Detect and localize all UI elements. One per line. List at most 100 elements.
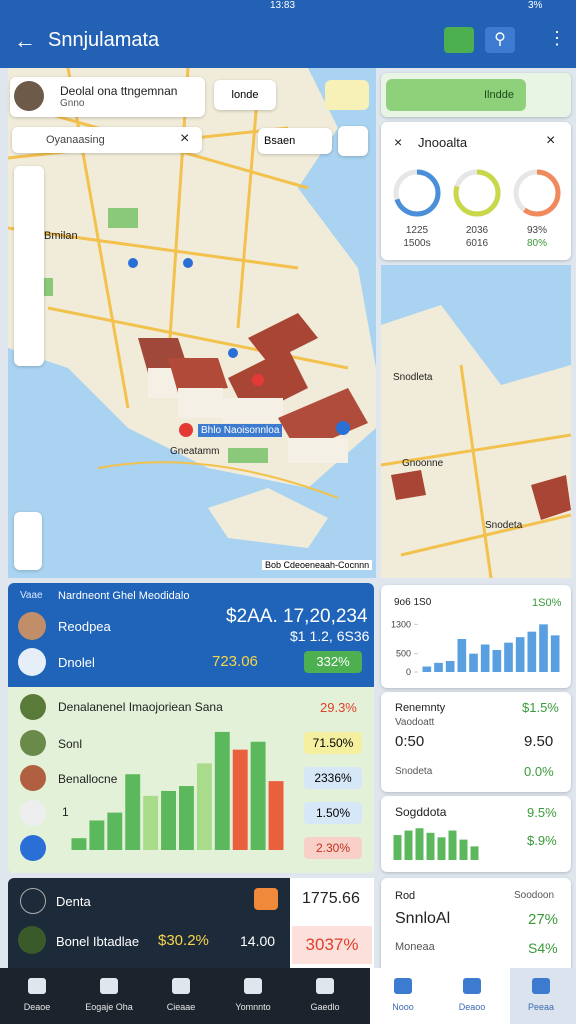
- gauge-card: [381, 122, 571, 260]
- bar: [393, 835, 402, 860]
- dark-action[interactable]: [254, 888, 278, 910]
- bar: [539, 624, 548, 672]
- map-tools: [14, 166, 44, 366]
- badge: 2336%: [304, 767, 362, 789]
- summary-amount: $2AA. 17,20,234: [226, 606, 368, 627]
- map-label: Gnoonne: [402, 458, 444, 469]
- nav-item[interactable]: Cieaae: [148, 968, 214, 1024]
- row-icon: [20, 835, 46, 861]
- gauge-sublabel: 80%: [527, 238, 547, 249]
- nav-active: [510, 968, 576, 1024]
- route-chip[interactable]: londe: [214, 80, 276, 110]
- dark-value: 14.00: [240, 933, 276, 949]
- stat-name: Renemnty: [395, 702, 446, 714]
- bar: [469, 653, 478, 672]
- bar: [457, 639, 467, 672]
- nav-item[interactable]: Peeaa: [508, 968, 574, 1024]
- chip-label: londe: [231, 89, 259, 101]
- info-title: Rod: [395, 890, 416, 902]
- nav-icon: [28, 978, 46, 994]
- nav-icon: [172, 978, 190, 994]
- total-change: 3037%: [292, 926, 372, 964]
- nav-label: Gaedlo: [310, 1002, 340, 1012]
- nav-item[interactable]: Nooo: [370, 968, 436, 1024]
- dark-icon: [20, 888, 46, 914]
- growth-row: 1: [62, 805, 69, 819]
- menu-button[interactable]: ⋮: [548, 28, 566, 48]
- row-icon: [18, 612, 46, 640]
- growth-row: Sonl: [58, 737, 83, 751]
- bar: [445, 661, 455, 672]
- nav-item[interactable]: Yomnnto: [220, 968, 286, 1024]
- search-button[interactable]: ⚲: [485, 27, 515, 53]
- bar: [437, 837, 446, 860]
- bar: [527, 631, 537, 672]
- nav-label: Nooo: [392, 1002, 414, 1012]
- bar: [504, 642, 513, 672]
- attribution: Bob Cdeoeneaah-Cocnnn: [262, 560, 373, 570]
- map-search[interactable]: [12, 127, 202, 153]
- info-card: [381, 878, 571, 968]
- pin-chip[interactable]: Bsaen: [258, 128, 332, 154]
- bar: [232, 749, 248, 850]
- gauge-sublabel: 6016: [466, 238, 489, 249]
- nav-item[interactable]: Eogaje Oha: [76, 968, 142, 1024]
- bar: [268, 781, 284, 850]
- gauges: 1225 1500s 2036 6016 93% 80%: [393, 169, 561, 249]
- close-button[interactable]: ×: [546, 132, 556, 149]
- close-icon[interactable]: ×: [394, 134, 403, 150]
- building: [531, 475, 571, 520]
- bar: [161, 790, 176, 850]
- badge: 2.30%: [304, 837, 362, 859]
- summary-sub-amount: $1 1.2, 6S36: [290, 628, 370, 644]
- navigation-chip[interactable]: [325, 80, 369, 110]
- nav-label: Peeaa: [527, 1002, 555, 1012]
- stat-value: $1.5%: [522, 700, 559, 715]
- gauge-label: 2036: [466, 225, 489, 236]
- row-icon: [20, 800, 46, 826]
- clear-search[interactable]: ×: [180, 130, 190, 147]
- zoom-controls[interactable]: [14, 512, 42, 570]
- map-pins: [128, 258, 350, 435]
- filter-button[interactable]: [338, 126, 368, 156]
- status-battery: 3%: [528, 0, 543, 11]
- nav-label: Cieaae: [166, 1002, 196, 1012]
- map-label: Bmilan: [44, 230, 78, 242]
- mini-chart: [393, 828, 479, 860]
- dark-row: Bonel Ibtadlae: [56, 934, 140, 949]
- nav-item[interactable]: Gaedlo: [292, 968, 358, 1024]
- nav-item[interactable]: Deaoe: [4, 968, 70, 1024]
- growth-row: Benallocne: [58, 772, 118, 786]
- total: 1775.66: [302, 890, 360, 907]
- nav-icon: [532, 978, 550, 994]
- land: [381, 305, 571, 578]
- stat-name: Snodeta: [395, 766, 433, 777]
- bar: [459, 839, 468, 860]
- nav-item[interactable]: Deaoo: [439, 968, 505, 1024]
- app-title: Snnjulamata: [48, 29, 160, 51]
- bar: [196, 763, 212, 850]
- bar: [422, 666, 432, 672]
- place-title: Deolal ona ttngemnan: [60, 84, 178, 98]
- back-button[interactable]: ←: [14, 28, 36, 53]
- side-search-field[interactable]: [386, 79, 526, 111]
- nav-icon: [244, 978, 262, 994]
- growth-change: 29.3%: [320, 700, 357, 715]
- gauge-arc: [453, 169, 501, 217]
- badge: 71.50%: [304, 732, 362, 754]
- nav-icon: [100, 978, 118, 994]
- mini-title: Sogddota: [395, 805, 447, 819]
- briefcase-button[interactable]: [444, 27, 474, 53]
- bar: [434, 662, 443, 672]
- info-sub: Moneaa: [395, 941, 435, 953]
- bar: [143, 795, 159, 850]
- summary-title: Nardneont Ghel Meodidalo: [58, 590, 190, 602]
- bar: [448, 830, 457, 860]
- bar: [515, 637, 525, 672]
- row-name: Reodpea: [58, 619, 111, 634]
- growth-title: Denalanenel Imaojoriean Sana: [58, 700, 223, 714]
- badge: 1.50%: [304, 802, 362, 824]
- pin-chip-label: Bsaen: [264, 135, 296, 147]
- info-sub-value: S4%: [528, 940, 558, 956]
